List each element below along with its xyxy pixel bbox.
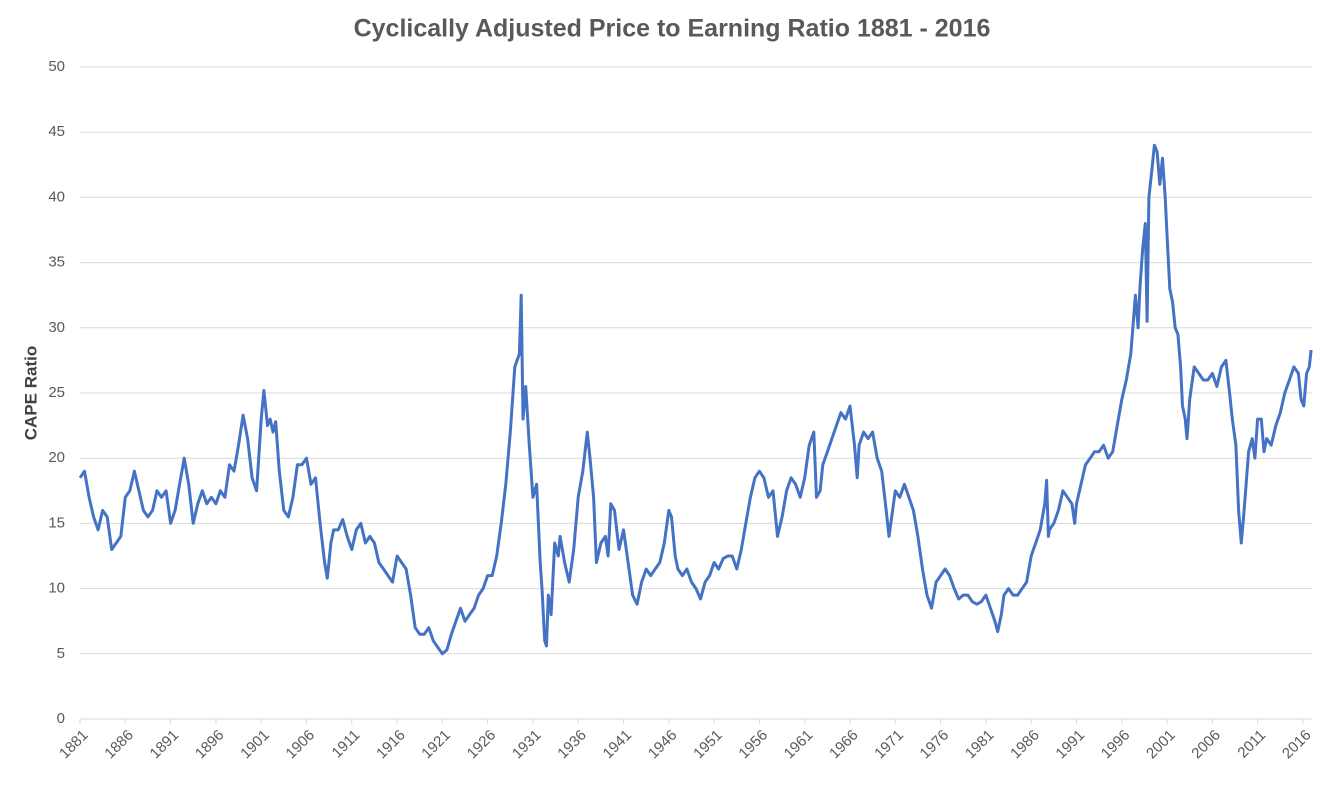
x-tick-label: 1991: [1052, 727, 1088, 763]
x-tick-label: 1971: [871, 727, 907, 763]
y-tick-label: 0: [57, 710, 65, 727]
x-tick-label: 1921: [418, 727, 454, 763]
y-tick-label: 45: [48, 123, 65, 140]
y-tick-label: 25: [48, 384, 65, 401]
y-tick-label: 30: [48, 319, 65, 336]
x-tick-label: 1891: [147, 727, 183, 763]
y-tick-label: 35: [48, 254, 65, 271]
x-tick-label: 1996: [1098, 727, 1134, 763]
x-tick-label: 1946: [645, 727, 681, 763]
x-tick-label: 2011: [1234, 727, 1269, 762]
x-tick-label: 1966: [826, 727, 862, 763]
x-tick-label: 1911: [329, 727, 364, 762]
x-tick-label: 1941: [600, 727, 636, 763]
x-tick-label: 1881: [56, 727, 92, 763]
x-tick-label: 1896: [192, 727, 228, 763]
x-tick-label: 1936: [554, 727, 590, 763]
x-tick-label: 1886: [101, 727, 137, 763]
y-tick-label: 5: [57, 645, 65, 662]
x-tick-label: 1956: [735, 727, 771, 763]
x-tick-label: 2006: [1188, 727, 1224, 763]
x-tick-label: 1981: [962, 727, 998, 763]
x-tick-label: 1951: [690, 727, 726, 763]
chart-title: Cyclically Adjusted Price to Earning Rat…: [354, 15, 991, 43]
y-tick-label: 40: [48, 188, 65, 205]
x-tick-label: 1986: [1007, 727, 1043, 763]
y-tick-label: 50: [48, 58, 65, 75]
data-line: [78, 143, 1313, 656]
x-tick-label: 1901: [237, 727, 273, 763]
x-tick-label: 1976: [917, 727, 953, 763]
y-tick-label: 20: [48, 449, 65, 466]
x-tick-label: 2001: [1143, 727, 1179, 763]
x-tick-label: 1906: [282, 727, 318, 763]
x-tick-label: 2016: [1279, 727, 1315, 763]
x-tick-label: 1961: [781, 727, 817, 763]
y-tick-label: 15: [48, 514, 65, 531]
y-axis-title: CAPE Ratio: [21, 346, 40, 440]
y-tick-label: 10: [48, 580, 65, 597]
x-tick-label: 1931: [509, 727, 545, 763]
x-tick-label: 1926: [464, 727, 500, 763]
x-tick-label: 1916: [373, 727, 409, 763]
